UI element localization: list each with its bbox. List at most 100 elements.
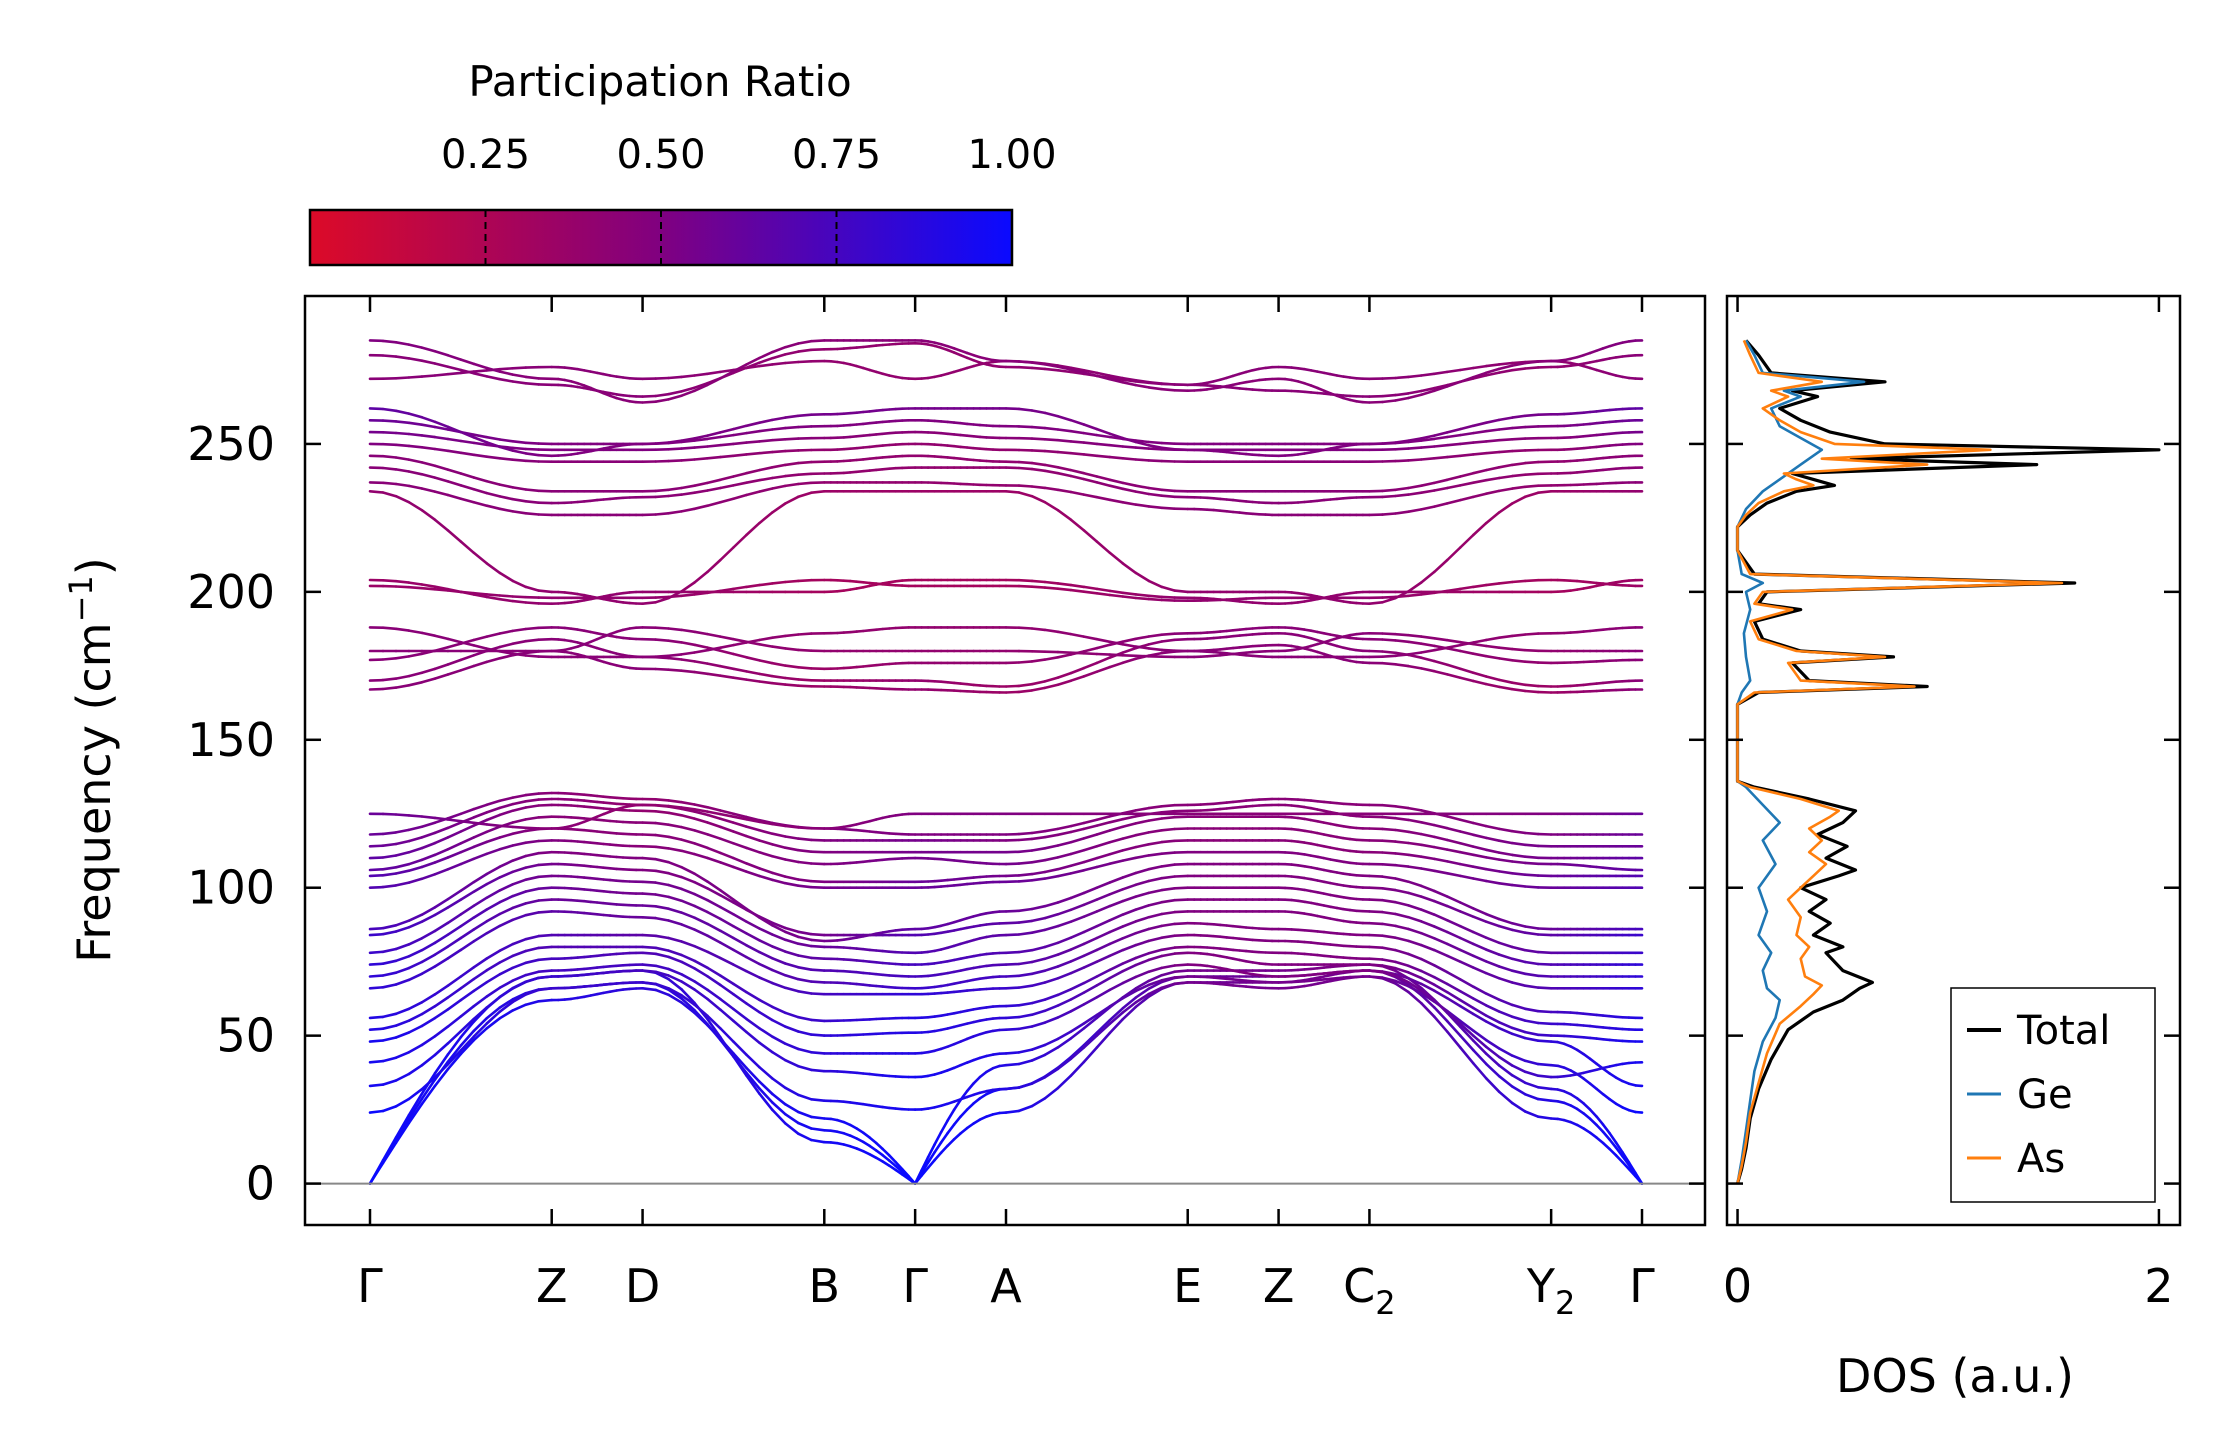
band-segment xyxy=(1134,958,1151,967)
band-segment xyxy=(1420,920,1436,928)
band-segment xyxy=(407,585,424,590)
band-segment xyxy=(498,824,515,829)
band-segment xyxy=(1459,830,1475,837)
band-segment xyxy=(407,1087,424,1101)
band-segment xyxy=(758,839,774,846)
band-segment xyxy=(472,644,489,650)
band-segment xyxy=(1095,656,1112,665)
band-segment xyxy=(1433,823,1449,830)
band-segment xyxy=(472,453,489,459)
band-segment xyxy=(485,823,502,828)
band-segment xyxy=(1017,1059,1034,1066)
band-segment xyxy=(1017,689,1034,694)
band-segment xyxy=(1472,833,1488,840)
band-segment xyxy=(706,1017,722,1039)
band-segment xyxy=(368,985,385,990)
band-segment xyxy=(511,890,528,898)
band-segment xyxy=(1030,585,1047,589)
band-segment xyxy=(693,1008,709,1026)
band-segment xyxy=(1134,831,1151,837)
band-segment xyxy=(758,642,774,648)
band-segment xyxy=(1095,976,1112,987)
band-segment xyxy=(1108,936,1125,946)
band-segment xyxy=(420,461,437,468)
band-segment xyxy=(1121,856,1138,862)
band-segment xyxy=(719,888,735,901)
band-segment xyxy=(1510,1032,1527,1040)
band-segment xyxy=(433,856,450,864)
band-segment xyxy=(1472,451,1488,456)
band-segment xyxy=(1523,984,1540,989)
band-segment xyxy=(459,1004,476,1018)
band-segment xyxy=(654,946,670,952)
band-segment xyxy=(407,936,424,946)
band-segment xyxy=(1523,683,1540,688)
band-segment xyxy=(1134,446,1151,450)
band-segment xyxy=(1095,815,1112,822)
band-segment xyxy=(1121,989,1138,1000)
band-segment xyxy=(1082,865,1099,872)
band-segment xyxy=(1121,562,1138,575)
band-segment xyxy=(1433,558,1449,574)
band-segment xyxy=(381,831,398,836)
band-segment xyxy=(394,655,411,660)
band-segment xyxy=(1134,992,1151,1004)
band-segment xyxy=(1030,485,1047,490)
band-segment xyxy=(809,489,826,495)
band-segment xyxy=(952,1098,962,1112)
band-segment xyxy=(1043,953,1060,961)
band-segment xyxy=(1394,447,1410,451)
band-segment xyxy=(368,873,385,878)
band-segment xyxy=(1056,908,1073,916)
band-segment xyxy=(1069,468,1086,475)
band-segment xyxy=(758,680,774,685)
band-segment xyxy=(758,465,774,472)
band-segment xyxy=(485,876,502,886)
band-segment xyxy=(1082,1034,1099,1049)
band-segment xyxy=(381,466,398,471)
band-segment xyxy=(433,984,450,996)
band-segment xyxy=(1056,582,1073,587)
band-opt-high-2 xyxy=(368,631,1644,688)
band-segment xyxy=(783,835,800,840)
band-segment xyxy=(771,1108,787,1125)
band-segment xyxy=(459,497,476,504)
band-segment xyxy=(394,850,411,857)
band-segment xyxy=(1160,982,1176,990)
band-segment xyxy=(1095,892,1112,901)
band-segment xyxy=(446,468,463,475)
band-segment xyxy=(693,872,709,883)
band-segment xyxy=(485,924,502,935)
band-segment xyxy=(1017,660,1034,664)
band-segment xyxy=(446,437,463,443)
band-segment xyxy=(1147,912,1164,919)
band-segment xyxy=(1160,648,1176,653)
band-segment xyxy=(1472,671,1488,678)
band-segment xyxy=(771,822,787,828)
band-segment xyxy=(420,929,437,940)
band-segment xyxy=(420,993,437,1004)
band-segment xyxy=(1381,827,1397,832)
band-segment xyxy=(745,429,761,435)
band-segment xyxy=(1614,1141,1624,1154)
band-segment xyxy=(1082,670,1099,678)
band-segment xyxy=(732,992,748,1005)
band-segment xyxy=(1484,582,1501,587)
band-segment xyxy=(1134,806,1151,812)
band-segment xyxy=(1510,681,1527,687)
band-segment xyxy=(420,841,437,850)
band-segment xyxy=(732,821,748,828)
band-segment xyxy=(783,449,800,453)
band-segment xyxy=(719,817,735,824)
band-segment xyxy=(719,674,735,680)
band-segment xyxy=(706,672,722,678)
band-segment xyxy=(1420,481,1436,488)
band-opt-mid-1 xyxy=(368,850,1644,943)
band-segment xyxy=(1484,971,1501,980)
band-segment xyxy=(407,948,424,958)
band-segment xyxy=(1017,849,1034,854)
band-segment xyxy=(407,581,424,586)
band-segment xyxy=(498,859,515,869)
band-segment xyxy=(1459,453,1475,458)
band-segment xyxy=(1108,913,1125,922)
